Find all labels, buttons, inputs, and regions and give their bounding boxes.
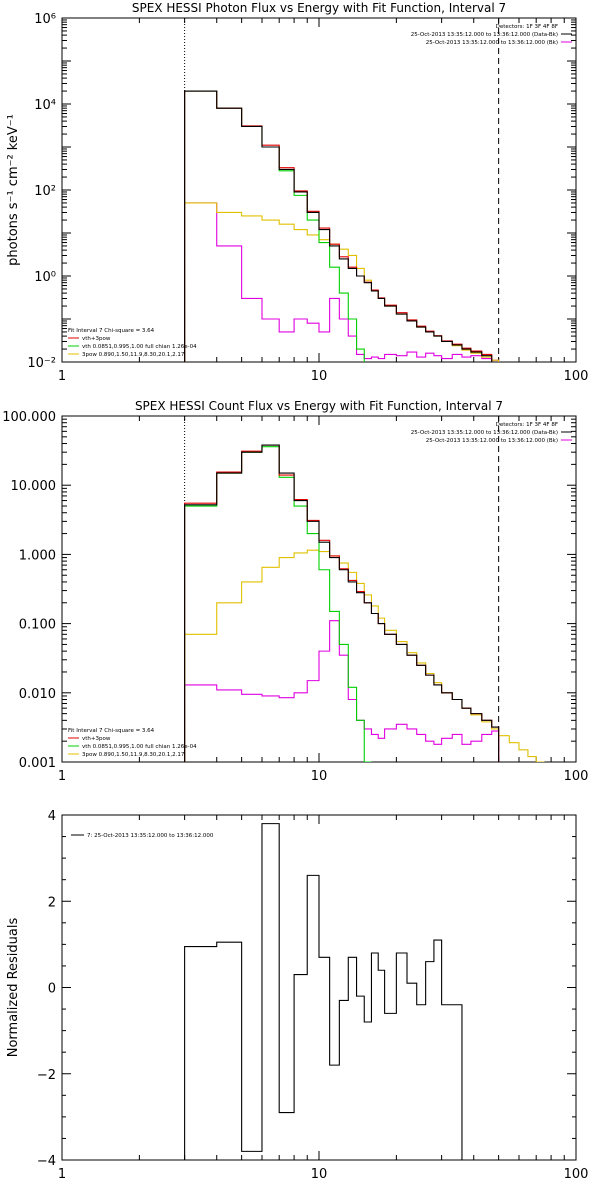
legend-entry: Fit Interval 7 Chi-square = 3.64	[68, 728, 155, 734]
legend-entry: 25-Oct-2013 13:35:12.000 to 13:36:12.000…	[426, 40, 558, 46]
legend-entry: 25-Oct-2013 13:35:12.000 to 13:36:12.000…	[411, 32, 558, 38]
x-tick-label: 100	[564, 769, 589, 784]
legend-entry: 3pow 0.890,1.50,11.9,8.30,20.1,2.17	[82, 352, 185, 358]
y-tick-label: 0.100	[19, 618, 56, 633]
y-tick-label: −4	[37, 1154, 56, 1169]
y-tick-label: 0.001	[19, 756, 56, 771]
series-3pow	[184, 549, 563, 762]
y-tick-label: 1.000	[19, 548, 56, 563]
series-data-bk	[184, 90, 493, 362]
legend-entry: vth 0.0851,0.995,1.00 full chian 1.26e-0…	[82, 344, 197, 350]
series-7	[184, 823, 463, 1160]
chart-title: SPEX HESSI Photon Flux vs Energy with Fi…	[132, 1, 506, 15]
legend-entry: vth 0.0851,0.995,1.00 full chian 1.26e-0…	[82, 744, 197, 750]
legend-entry: vth+3pow	[82, 336, 111, 342]
legend-entry: Detectors: 1F 3F 4F 8F	[496, 24, 558, 30]
y-tick-label: 10.000	[11, 479, 57, 494]
y-tick-label: 0.010	[19, 687, 56, 702]
legend-entry: 25-Oct-2013 13:35:12.000 to 13:36:12.000…	[426, 438, 558, 444]
series-vth	[184, 446, 372, 762]
y-tick-label: 0	[48, 982, 56, 997]
y-tick-label: 4	[48, 809, 56, 824]
y-tick-label: 2	[48, 895, 56, 910]
series-vth-3pow	[184, 90, 493, 362]
photon-flux-panel: SPEX HESSI Photon Flux vs Energy with Fi…	[6, 1, 588, 384]
series-vth	[184, 90, 373, 362]
y-tick-label: 10⁶	[34, 12, 56, 27]
x-tick-label: 10	[311, 1167, 328, 1182]
y-axis-label: Normalized Residuals	[6, 918, 21, 1058]
series-bk	[184, 202, 500, 362]
y-tick-label: 10⁻²	[27, 356, 56, 371]
legend-entry: vth+3pow	[82, 736, 111, 742]
x-tick-label: 1	[58, 1167, 66, 1182]
series-3pow	[184, 202, 510, 362]
count-flux-panel: SPEX HESSI Count Flux vs Energy with Fit…	[2, 399, 588, 784]
legend-entry: 7: 25-Oct-2013 13:35:12.000 to 13:36:12.…	[87, 833, 214, 839]
legend-entry: 25-Oct-2013 13:35:12.000 to 13:36:12.000…	[411, 430, 558, 436]
x-tick-label: 100	[564, 369, 589, 384]
x-tick-label: 1	[58, 769, 66, 784]
series-vth-3pow	[184, 444, 500, 762]
plot-frame	[61, 814, 577, 1161]
series-data-bk	[184, 444, 500, 762]
chart-title: SPEX HESSI Count Flux vs Energy with Fit…	[135, 399, 503, 413]
series-bk	[184, 620, 500, 762]
residuals-panel: 1 10 100 −4 −2 0 2 4 Normalized Residuals 7: 25-O…	[6, 809, 588, 1182]
y-tick-label: 100.000	[2, 410, 56, 425]
legend-entry: Fit Interval 7 Chi-square = 3.64	[68, 328, 155, 334]
x-tick-label: 10	[311, 769, 328, 784]
y-tick-label: 10⁰	[34, 270, 56, 285]
y-tick-label: 10²	[34, 184, 56, 199]
x-tick-label: 1	[58, 369, 66, 384]
x-tick-label: 10	[311, 369, 328, 384]
y-tick-label: −2	[37, 1068, 56, 1083]
y-axis-label: photons s⁻¹ cm⁻² keV⁻¹	[6, 114, 21, 266]
legend-entry: 3pow 0.890,1.50,11.9,8.30,20.1,2.17	[82, 752, 185, 758]
y-tick-label: 10⁴	[34, 98, 56, 113]
x-tick-label: 100	[564, 1167, 589, 1182]
legend-entry: Detectors: 1F 3F 4F 8F	[496, 422, 558, 428]
